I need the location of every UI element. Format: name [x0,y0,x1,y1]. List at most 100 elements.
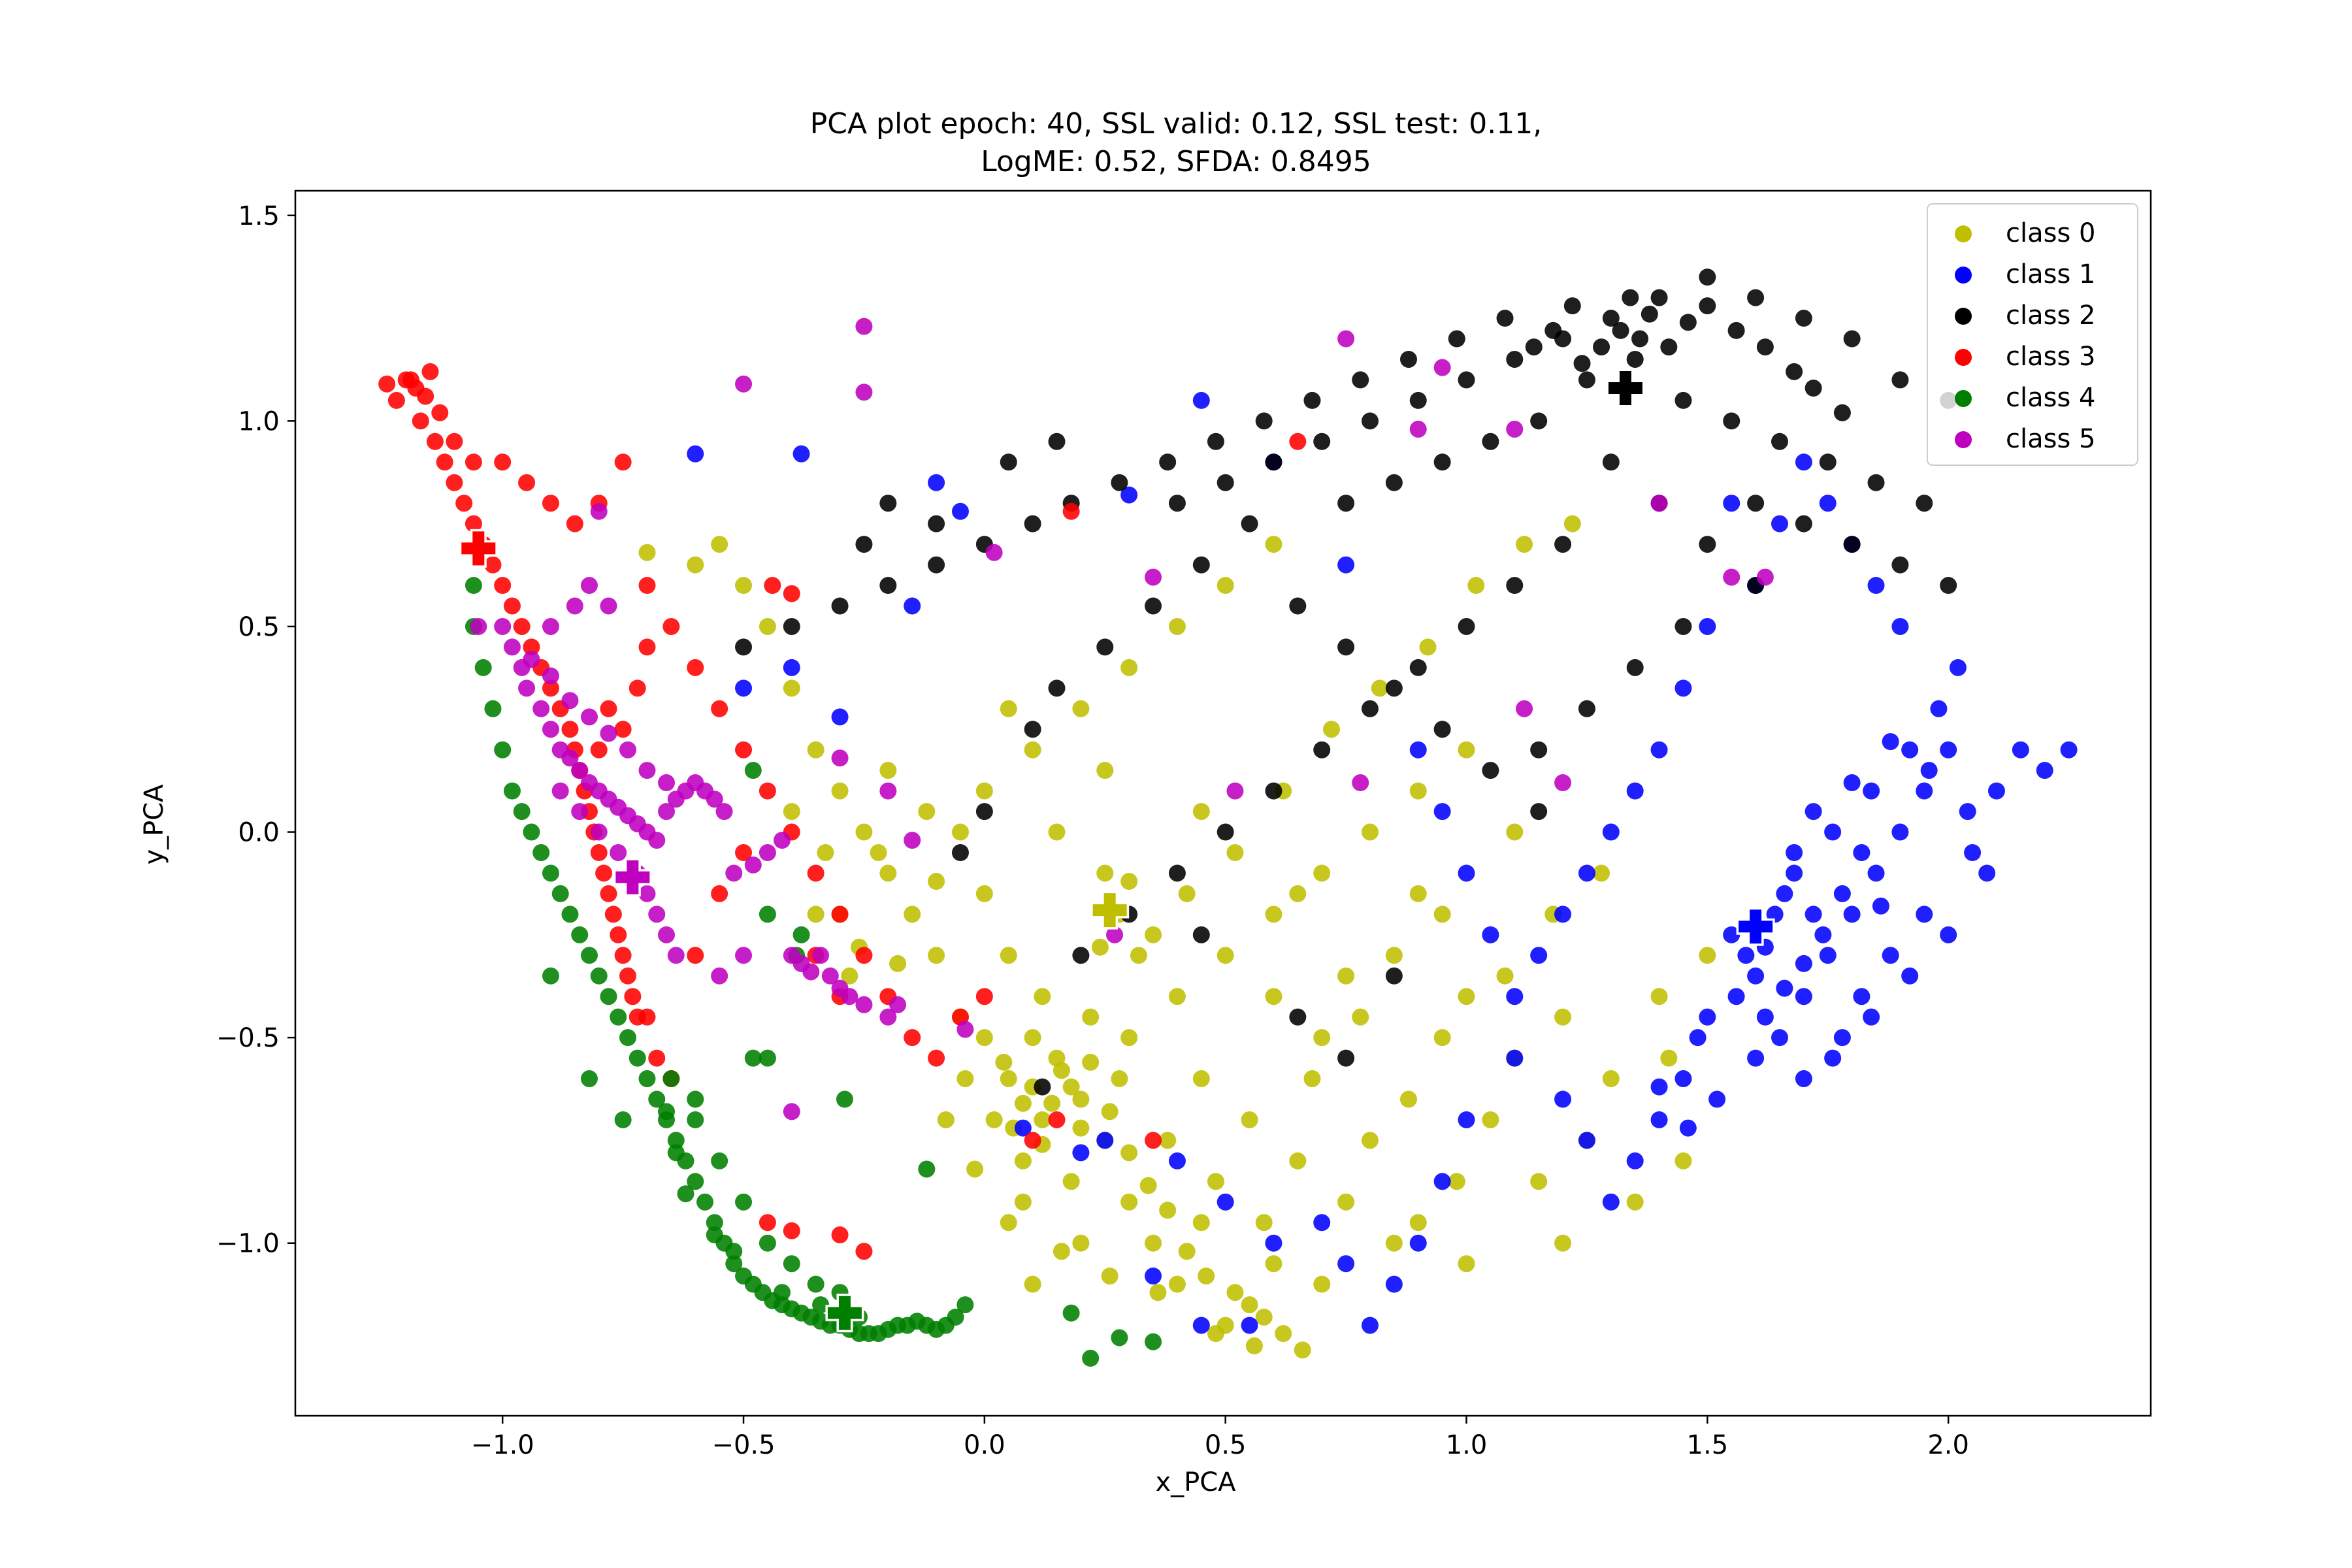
data-point [1482,926,1499,943]
data-point [1554,536,1572,553]
data-point [1458,1255,1475,1273]
data-point [580,1070,598,1088]
data-point [561,906,579,923]
data-point [1245,1337,1263,1355]
data-point [759,1234,776,1252]
data-point [1120,659,1138,676]
data-point [1072,1119,1090,1137]
data-point [1602,1070,1620,1088]
data-point [783,617,800,635]
data-point [1756,568,1774,586]
data-point [1824,823,1842,841]
data-point [1650,741,1668,759]
data-point [1458,864,1475,882]
data-point [1833,885,1851,902]
data-point [1563,515,1581,532]
data-point [1433,359,1451,376]
data-point [956,1021,974,1038]
data-point [1255,1214,1273,1232]
data-point [687,947,704,964]
data-point [879,1008,897,1026]
data-point [1120,873,1138,890]
data-point [614,1111,632,1128]
data-point [1226,782,1244,800]
data-point [1313,864,1331,882]
data-point [1602,453,1620,471]
data-point [1145,1234,1162,1252]
data-point [812,1296,830,1314]
data-point [494,617,512,635]
data-point [1043,1094,1061,1112]
data-point [1145,1333,1162,1350]
data-point [1265,453,1282,471]
data-point [1385,1275,1403,1293]
data-point [1313,433,1331,450]
centroid-plus [613,858,652,897]
legend-label: class 4 [2006,383,2095,413]
data-point [1727,321,1745,339]
data-point [1337,1049,1355,1067]
y-tick-label: 0.0 [238,818,280,848]
data-point [928,556,945,574]
data-point [1062,502,1080,520]
data-point [1385,474,1403,491]
data-point [667,1144,685,1162]
data-point [1882,733,1899,751]
data-point [1255,412,1273,430]
data-point [1168,617,1186,635]
data-point [542,864,559,882]
data-point [1795,1070,1812,1088]
centroid-plus [1606,368,1645,408]
data-point [624,988,642,1005]
data-point [1433,803,1451,821]
data-point [1120,1193,1138,1211]
centroid-marker-4 [825,1294,864,1333]
plot-frame [294,189,2152,1417]
data-point [1819,947,1837,964]
data-point [667,947,685,964]
data-point [1096,762,1114,779]
data-point [1930,700,1948,717]
data-point [831,749,849,767]
data-point [879,577,897,595]
data-point [1747,967,1765,985]
centroid-plus [1736,907,1775,946]
data-point [1506,420,1524,438]
data-point [638,1008,656,1026]
data-point [1120,486,1138,504]
x-axis-title: x_PCA [1155,1467,1236,1497]
data-point [1409,885,1427,902]
data-point [1622,289,1639,306]
data-point [1337,556,1355,574]
data-point [542,679,559,697]
data-point [1371,679,1388,697]
data-point [928,947,945,964]
data-point [1149,1284,1167,1301]
data-point [542,667,559,685]
data-point [1145,926,1162,943]
data-point [879,782,897,800]
data-point [744,856,762,874]
data-point [1867,474,1885,491]
data-point [1265,906,1282,923]
data-point [1400,350,1417,368]
data-point [1516,700,1533,717]
data-point [1048,679,1066,697]
data-point [604,906,622,923]
data-point [937,1111,955,1128]
data-point [1265,536,1282,553]
legend-marker [1955,308,1972,325]
data-point [759,844,776,862]
data-point [1786,363,1803,380]
data-point [523,638,540,656]
data-point [484,556,502,574]
data-point [706,1226,723,1244]
data-point [1776,885,1793,902]
data-point [1578,371,1595,389]
data-point [1168,1152,1186,1169]
data-point [566,597,583,615]
data-point [580,947,598,964]
data-point [1602,1193,1620,1211]
data-point [1159,453,1177,471]
data-point [725,864,743,882]
